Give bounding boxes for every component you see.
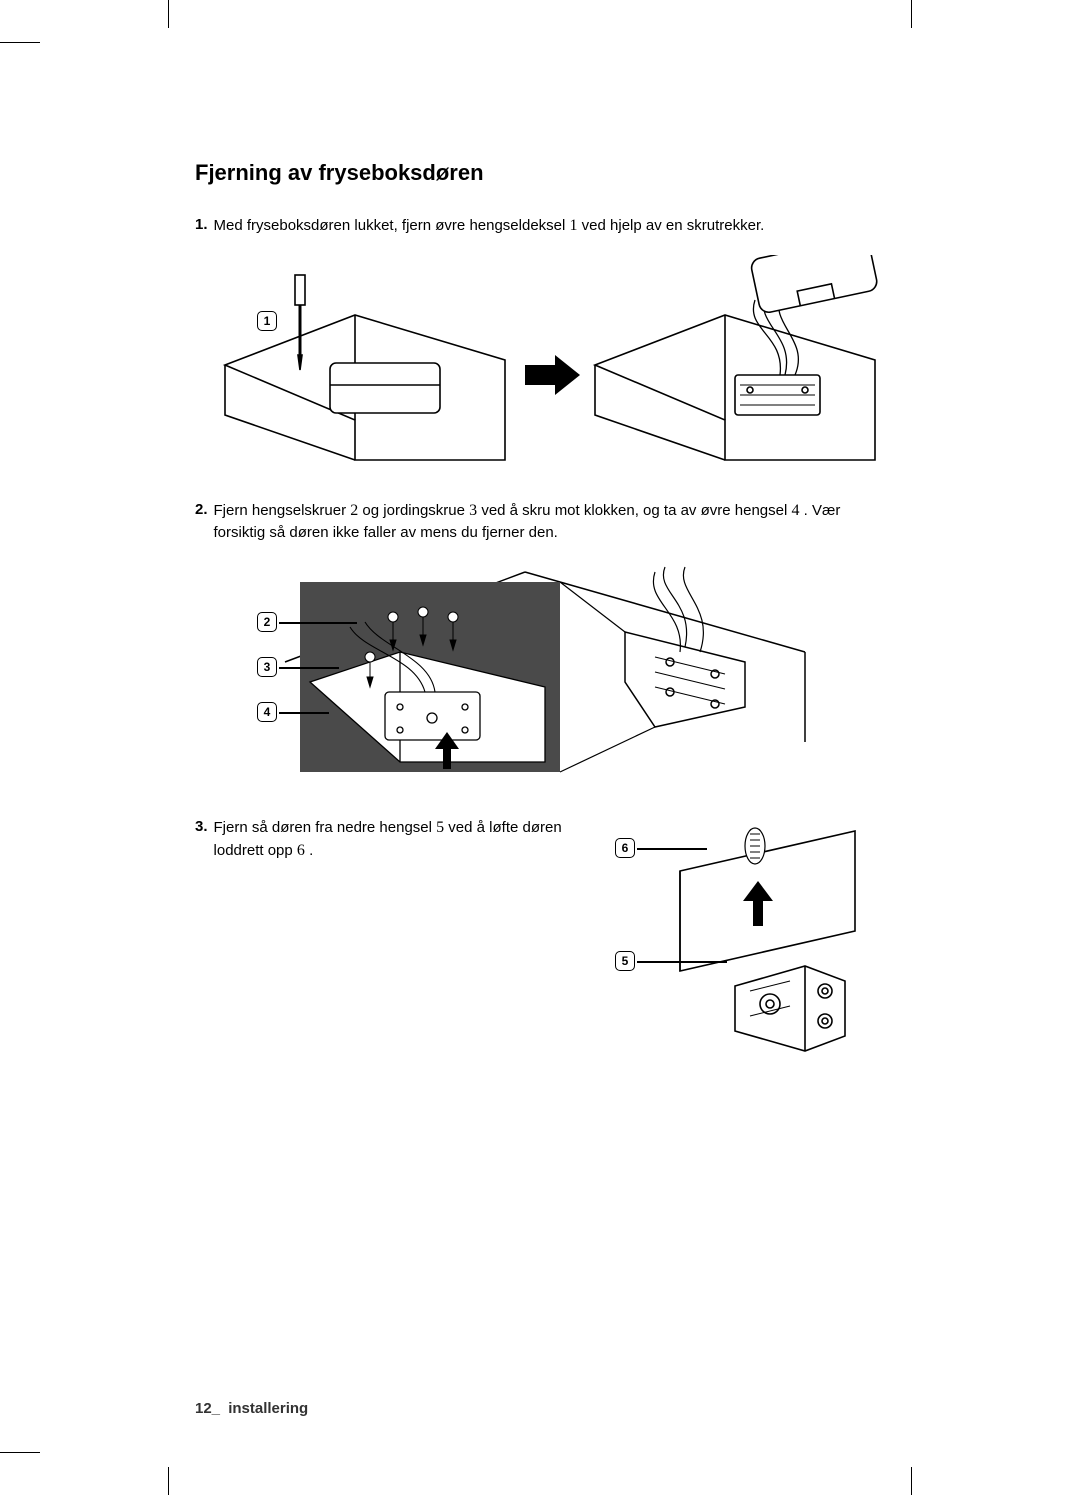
diagram-lower-hinge (625, 816, 885, 1066)
crop-mark (911, 1467, 912, 1495)
step-2: 2. Fjern hengselskruer 2 og jordingskrue… (195, 499, 885, 544)
figure-step2: 2 3 4 (195, 562, 885, 792)
figure-step1: 1 (195, 255, 885, 475)
page-footer: 12_ installering (195, 1400, 308, 1417)
crop-mark (911, 0, 912, 28)
step-text: Med fryseboksdøren lukket, fjern øvre he… (214, 214, 885, 237)
marker-3: 3 (257, 657, 277, 677)
ref-3: 3 (469, 502, 477, 519)
step-text: Fjern hengselskruer 2 og jordingskrue 3 … (214, 499, 885, 544)
leader-line (637, 848, 707, 850)
page-content: Fjerning av fryseboksdøren 1. Med fryseb… (195, 160, 885, 1066)
step-number: 2. (195, 499, 208, 544)
diagram-hinge-cover (205, 255, 885, 475)
leader-line (637, 961, 727, 963)
step-text: Fjern så døren fra nedre hengsel 5 ved å… (214, 816, 595, 862)
crop-mark (168, 0, 169, 28)
crop-mark (0, 1452, 40, 1453)
step-number: 1. (195, 214, 208, 237)
page-number: 12_ (195, 1400, 220, 1417)
step-3: 3. Fjern så døren fra nedre hengsel 5 ve… (195, 816, 595, 862)
step-1: 1. Med fryseboksdøren lukket, fjern øvre… (195, 214, 885, 237)
leader-line (279, 667, 339, 669)
leader-line (279, 712, 329, 714)
marker-6: 6 (615, 838, 635, 858)
diagram-hinge-screws (225, 562, 845, 787)
step-3-row: 3. Fjern så døren fra nedre hengsel 5 ve… (195, 816, 885, 1066)
leader-line (279, 622, 357, 624)
step-number: 3. (195, 816, 208, 862)
marker-5: 5 (615, 951, 635, 971)
marker-4: 4 (257, 702, 277, 722)
crop-mark (168, 1467, 169, 1495)
crop-mark (0, 42, 40, 43)
marker-2: 2 (257, 612, 277, 632)
ref-6: 6 (297, 842, 305, 859)
ref-5: 5 (436, 819, 444, 836)
figure-step3: 6 5 (615, 816, 885, 1066)
ref-1: 1 (570, 217, 578, 234)
marker-1: 1 (257, 311, 277, 331)
section-title: Fjerning av fryseboksdøren (195, 160, 885, 186)
footer-label: installering (228, 1400, 308, 1417)
